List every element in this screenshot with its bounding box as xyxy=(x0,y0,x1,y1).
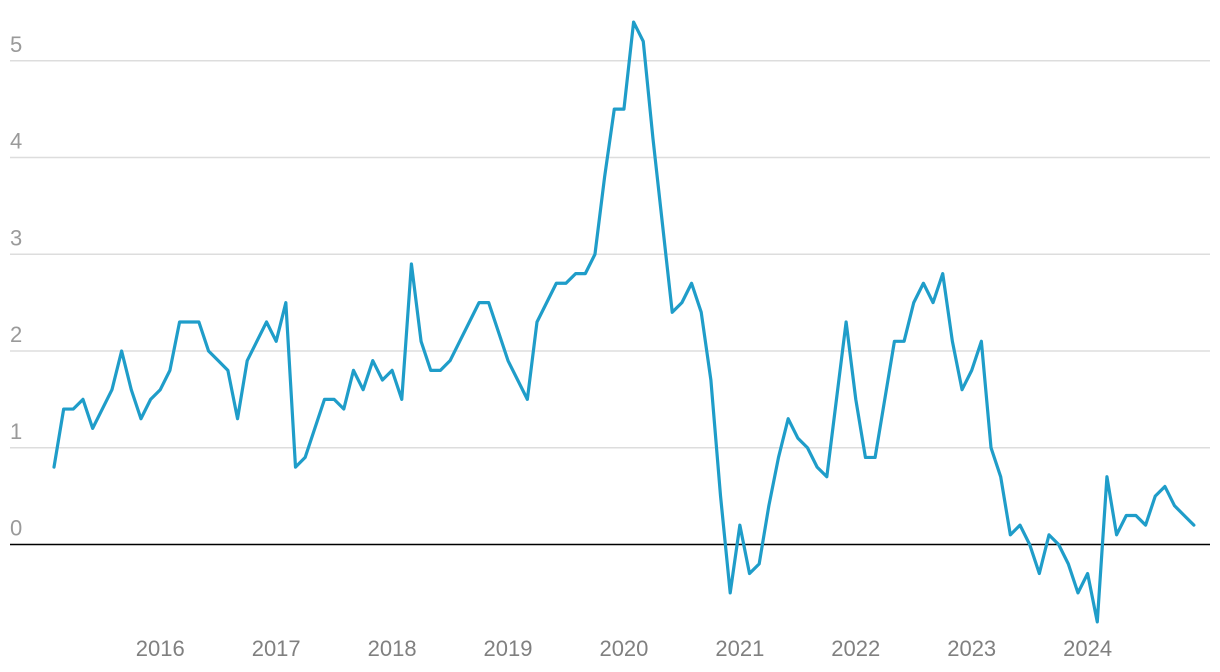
y-tick-label: 3 xyxy=(10,225,22,250)
x-tick-label: 2023 xyxy=(947,636,996,661)
y-tick-label: 5 xyxy=(10,32,22,57)
y-tick-label: 1 xyxy=(10,419,22,444)
x-tick-label: 2020 xyxy=(599,636,648,661)
x-tick-label: 2016 xyxy=(136,636,185,661)
series-line xyxy=(52,20,1196,624)
x-tick-label: 2017 xyxy=(252,636,301,661)
x-axis-ticks: 2016 2017 2018 2019 2020 2021 2022 2023 2024 xyxy=(136,636,1112,661)
y-tick-label: 4 xyxy=(10,129,22,154)
y-tick-label: 2 xyxy=(10,322,22,347)
x-tick-label: 2019 xyxy=(484,636,533,661)
x-tick-label: 2024 xyxy=(1063,636,1112,661)
y-tick-label: 0 xyxy=(10,516,22,541)
x-tick-label: 2021 xyxy=(715,636,764,661)
x-tick-label: 2018 xyxy=(368,636,417,661)
gridlines xyxy=(10,60,1210,449)
x-tick-label: 2022 xyxy=(831,636,880,661)
y-axis-ticks: 0 1 2 3 4 5 xyxy=(10,32,22,541)
